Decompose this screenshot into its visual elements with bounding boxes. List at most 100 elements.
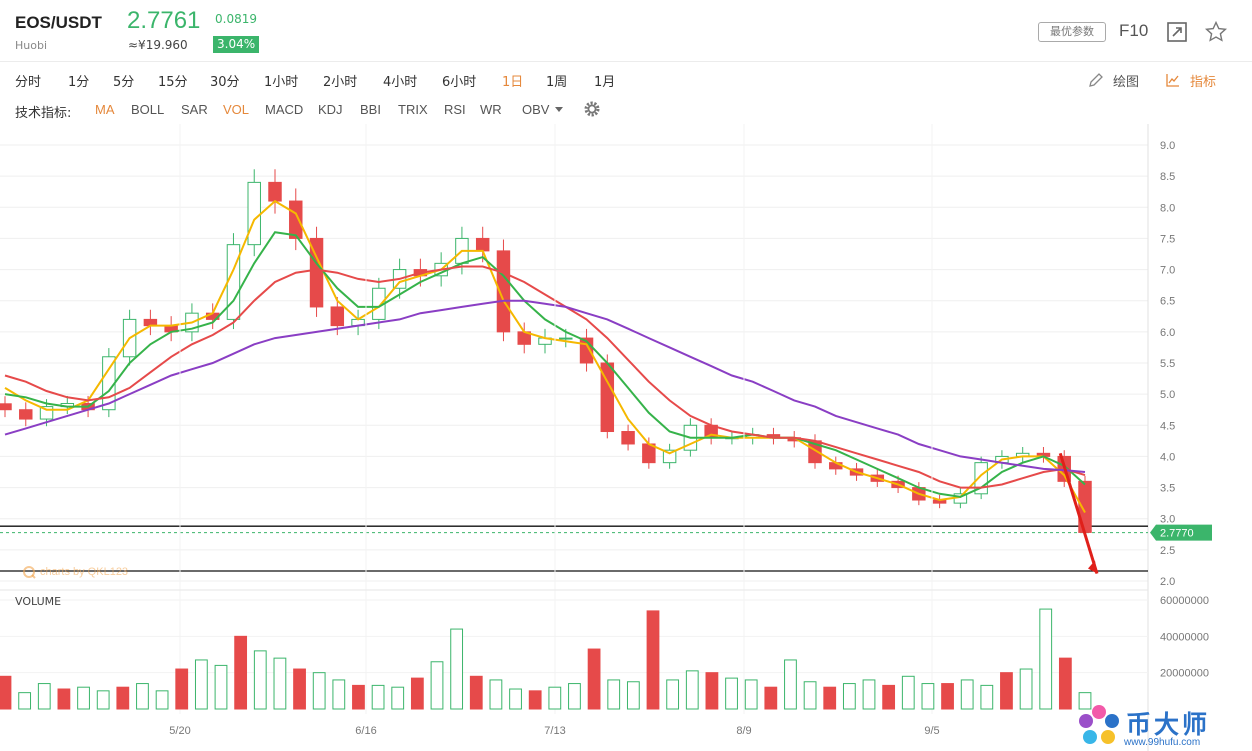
period-tab[interactable]: 4小时 [383,75,418,90]
volume-bar [882,684,896,710]
draw-button[interactable]: 绘图 [1113,75,1140,90]
volume-bar [273,657,287,710]
brand-name: 币大师 [1126,710,1211,739]
chart-area[interactable]: 9.0 8.5 8.0 7.5 7.0 6.5 6.0 5.5 5.0 4.5 4.0 3.5 3.0 2… [0,124,1252,751]
candle-body [330,306,345,327]
volume-bar [980,684,994,710]
indicator-trix[interactable]: TRIX [398,102,428,117]
indicator-sar[interactable]: SAR [181,102,208,117]
indicator-toolbar: 技术指标: MA BOLL SAR VOL MACD KDJ BBI TRIX … [0,94,1252,124]
candle-body [226,244,241,320]
volume-bar [253,650,267,710]
price-tick-label: 7.5 [1160,233,1175,245]
candle-body [475,237,490,252]
volume-bar [1039,608,1053,710]
price-tick-label: 9.0 [1160,140,1175,152]
price-tick-label: 5.0 [1160,389,1175,401]
period-tab[interactable]: 5分 [113,75,135,90]
fullscreen-icon[interactable] [1165,20,1189,44]
ma-line [4,299,1086,473]
volume-bar [705,672,719,710]
indicator-wr[interactable]: WR [480,102,502,117]
price-tick-label: 6.5 [1160,296,1175,308]
volume-panel-title: VOLUME [15,595,62,608]
price-tick-label: 2.0 [1160,576,1175,588]
volume-bar [489,679,503,710]
price-tick-label: 7.0 [1160,265,1175,277]
chart-watermark: charts by QKL123 [40,566,129,578]
volume-bar [842,683,856,710]
ma-line [4,199,1086,513]
pencil-icon[interactable] [1088,72,1104,88]
candle-body [0,403,12,411]
candle-body [19,409,33,420]
period-tab[interactable]: 30分 [210,75,240,90]
period-tab[interactable]: 1周 [546,75,568,90]
volume-bar [666,679,680,710]
candle-body [289,200,303,239]
volume-bar [0,675,12,710]
gear-icon[interactable] [583,100,601,118]
volume-bar [1078,692,1092,710]
indicator-obv[interactable]: OBV [522,102,550,117]
indicator-chart-icon[interactable] [1165,72,1181,88]
last-price: 2.7761 [127,7,201,34]
ma-line [4,265,1086,489]
indicator-rsi[interactable]: RSI [444,102,466,117]
volume-bar [371,684,385,710]
volume-bar [509,688,522,710]
volume-bar [803,681,817,710]
indicator-ma[interactable]: MA [95,102,115,117]
volume-bar [77,686,90,710]
cny-price: ≈¥19.960 [128,38,188,52]
volume-bar [18,692,32,710]
period-tab[interactable]: 6小时 [442,75,477,90]
indicator-vol[interactable]: VOL [223,102,250,117]
indicator-button[interactable]: 指标 [1190,75,1217,90]
volume-bar [312,672,326,710]
volume-bar [921,683,935,710]
volume-bar [646,610,660,710]
f10-button[interactable]: F10 [1119,21,1149,40]
volume-bar [96,690,110,710]
volume-bar [568,683,581,710]
indicator-bbi[interactable]: BBI [360,102,381,117]
indicator-macd[interactable]: MACD [265,102,304,117]
period-tab[interactable]: 1月 [594,75,616,90]
indicator-title: 技术指标: [15,106,72,121]
price-tick-label: 8.5 [1160,171,1175,183]
volume-bar [764,686,778,710]
volume-bar [450,628,464,710]
volume-bar [941,683,954,710]
volume-bar [410,677,424,710]
volume-bar [960,679,974,710]
indicator-kdj[interactable]: KDJ [318,102,343,117]
volume-bar [626,681,640,710]
period-tab[interactable]: 2小时 [323,75,358,90]
period-tab[interactable]: 1分 [68,75,90,90]
date-tick-label: 5/20 [169,725,190,737]
price-volume-chart[interactable]: 9.0 8.5 8.0 7.5 7.0 6.5 6.0 5.5 5.0 4.5 4.0 3.5 3.0 2… [0,124,1252,751]
best-params-button[interactable]: 最优参数 [1038,22,1106,42]
volume-tick-label: 20000000 [1160,668,1209,680]
indicator-boll[interactable]: BOLL [131,102,165,117]
price-change: 0.0819 [215,12,257,26]
star-icon[interactable] [1204,20,1228,44]
volume-bar [175,668,189,710]
volume-bar [293,668,306,710]
price-tick-label: 8.0 [1160,202,1175,214]
period-tab[interactable]: 1小时 [264,75,299,90]
volume-bar [352,684,365,710]
chevron-down-icon[interactable] [554,106,564,114]
price-tick-label: 5.5 [1160,358,1175,370]
volume-bar [1019,668,1033,710]
period-toolbar: 分时 1分 5分 15分 30分 1小时 2小时 4小时 6小时 1日 1周 1… [0,64,1252,94]
period-tab[interactable]: 15分 [158,75,188,90]
volume-bar [901,675,915,710]
volume-tick-label: 40000000 [1160,631,1209,643]
period-tab[interactable]: 分时 [15,75,42,90]
volume-bar [548,686,562,710]
volume-bar [136,683,149,710]
period-tab-active[interactable]: 1日 [502,75,524,90]
volume-bar [37,683,51,710]
